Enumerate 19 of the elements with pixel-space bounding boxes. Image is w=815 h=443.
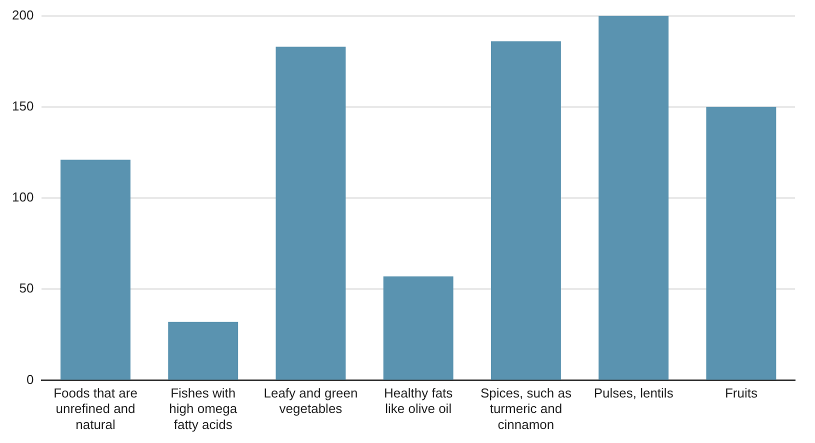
bar <box>706 106 776 380</box>
x-tick-label: Fishes with high omega fatty acids <box>169 386 238 432</box>
y-tick-label: 200 <box>12 7 34 22</box>
bar <box>168 322 238 380</box>
bar <box>276 46 346 380</box>
x-tick-label: Pulses, lentils <box>594 386 674 401</box>
bar <box>490 41 561 380</box>
x-tick-label: Leafy and green vegetables <box>264 386 358 416</box>
bar <box>598 16 669 380</box>
x-tick-label: Fruits <box>724 386 758 401</box>
x-tick-label: Spices, such as turmeric and cinnamon <box>480 386 572 432</box>
y-tick-label: 150 <box>12 98 34 114</box>
x-tick-label: Healthy fats like olive oil <box>384 386 454 416</box>
y-tick-label: 50 <box>19 280 34 296</box>
y-tick-label: 0 <box>26 372 34 387</box>
bar <box>60 160 130 380</box>
y-tick-label: 100 <box>12 190 34 205</box>
x-tick-label: Foods that are unrefined and natural <box>54 386 138 432</box>
bar <box>383 276 454 380</box>
